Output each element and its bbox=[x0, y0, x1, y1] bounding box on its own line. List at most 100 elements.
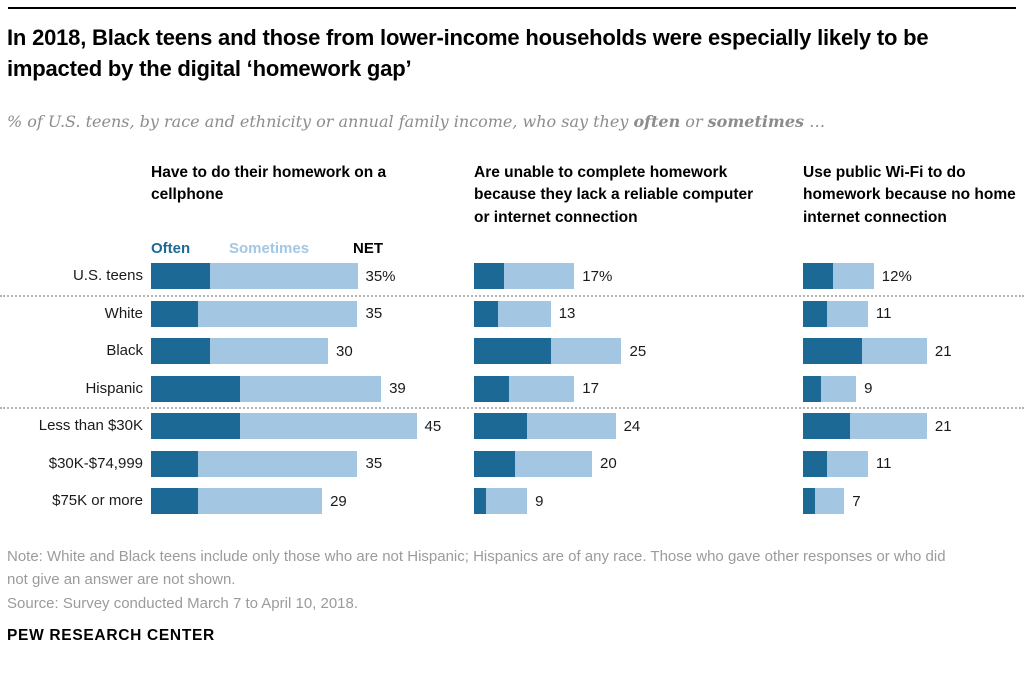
bar-net-value: 17% bbox=[582, 267, 613, 285]
subtitle-text: % of U.S. teens, by race and ethnicity o… bbox=[7, 112, 634, 131]
bar-segment-often bbox=[474, 413, 528, 439]
stacked-bar: 12% bbox=[803, 263, 912, 289]
bar-net-value: 35% bbox=[365, 267, 396, 285]
bar-net-value: 9 bbox=[535, 492, 544, 510]
stacked-bar: 20 bbox=[474, 450, 617, 477]
bar-segment-often bbox=[151, 338, 210, 364]
chart-row: White 35 13 11 bbox=[0, 300, 1024, 327]
top-rule bbox=[8, 7, 1016, 9]
panel-header-unable-to-complete: Are unable to complete homework because … bbox=[474, 164, 754, 226]
bar-segment-often bbox=[474, 263, 504, 289]
row-label: U.S. teens bbox=[72, 267, 143, 284]
row-label: Black bbox=[106, 342, 143, 359]
chart-row: Hispanic 39 17 9 bbox=[0, 375, 1024, 402]
bar-segment-sometimes bbox=[239, 413, 417, 439]
bar-segment-often bbox=[803, 338, 862, 364]
legend-often-label: Often bbox=[151, 240, 191, 257]
bar-segment-sometimes bbox=[497, 300, 551, 327]
bar-segment-often bbox=[803, 488, 815, 514]
stacked-bar: 17% bbox=[474, 263, 612, 289]
bar-segment-often bbox=[803, 375, 821, 402]
stacked-bar: 17 bbox=[474, 375, 599, 402]
legend: Often Sometimes NET bbox=[0, 240, 1024, 258]
bar-segment-sometimes bbox=[814, 488, 845, 514]
source-text: Source: Survey conducted March 7 to Apri… bbox=[7, 595, 359, 612]
chart-row: Less than $30K 45 24 21 bbox=[0, 413, 1024, 439]
bar-segment-sometimes bbox=[826, 300, 868, 327]
row-label: Less than $30K bbox=[38, 417, 143, 434]
row-label: $75K or more bbox=[52, 492, 143, 509]
bar-segment-often bbox=[474, 300, 498, 327]
row-label: Hispanic bbox=[85, 379, 143, 397]
bar-segment-often bbox=[151, 263, 210, 289]
bar-segment-sometimes bbox=[198, 300, 358, 327]
bar-segment-sometimes bbox=[210, 263, 358, 289]
bar-segment-sometimes bbox=[826, 450, 868, 477]
group-separator-income bbox=[0, 407, 1024, 409]
bar-segment-sometimes bbox=[509, 375, 575, 402]
chart-row: $75K or more 29 9 7 bbox=[0, 488, 1024, 514]
bar-segment-sometimes bbox=[820, 375, 857, 402]
bar-segment-sometimes bbox=[198, 450, 358, 477]
bar-net-value: 30 bbox=[336, 342, 353, 360]
bar-net-value: 24 bbox=[623, 417, 641, 435]
note-text: Note: White and Black teens include only… bbox=[7, 548, 946, 589]
bar-net-value: 13 bbox=[558, 305, 576, 322]
bar-net-value: 7 bbox=[852, 492, 861, 510]
pew-research-center-wordmark: PEW RESEARCH CENTER bbox=[7, 627, 215, 644]
stacked-bar: 29 bbox=[151, 488, 347, 514]
bar-segment-often bbox=[151, 300, 199, 327]
legend-net-label: NET bbox=[353, 240, 383, 257]
bar-net-value: 21 bbox=[934, 342, 952, 360]
bar-segment-sometimes bbox=[485, 488, 528, 514]
subtitle-bold-sometimes: sometimes bbox=[707, 112, 805, 131]
bar-net-value: 29 bbox=[330, 492, 347, 510]
group-separator-race bbox=[0, 295, 1024, 297]
bar-net-value: 35 bbox=[365, 305, 383, 322]
bar-segment-sometimes bbox=[239, 375, 382, 402]
bar-segment-often bbox=[151, 450, 199, 477]
bar-segment-sometimes bbox=[210, 338, 328, 364]
subtitle-text: or bbox=[680, 112, 708, 131]
bar-segment-sometimes bbox=[550, 338, 622, 364]
bar-net-value: 21 bbox=[934, 417, 952, 435]
bar-net-value: 20 bbox=[599, 455, 617, 472]
bar-net-value: 9 bbox=[864, 380, 873, 397]
bar-segment-often bbox=[151, 375, 240, 402]
bar-net-value: 11 bbox=[875, 305, 892, 322]
bar-net-value: 35 bbox=[365, 455, 383, 472]
bar-segment-often bbox=[474, 375, 510, 402]
stacked-bar: 11 bbox=[803, 450, 892, 477]
stacked-bar: 13 bbox=[474, 300, 576, 327]
stacked-bar: 45 bbox=[151, 413, 441, 439]
bar-segment-sometimes bbox=[503, 263, 575, 289]
stacked-bar: 30 bbox=[151, 338, 353, 364]
stacked-bar: 25 bbox=[474, 338, 646, 364]
stacked-bar: 7 bbox=[803, 488, 861, 514]
stacked-bar: 35% bbox=[151, 263, 396, 289]
bar-net-value: 17 bbox=[582, 380, 599, 397]
subtitle-bold-often: often bbox=[633, 112, 681, 131]
stacked-bar: 35 bbox=[151, 450, 383, 477]
panel-header-cellphone: Have to do their homework on a cellphone bbox=[151, 164, 387, 204]
bar-segment-often bbox=[474, 450, 516, 477]
stacked-bar: 24 bbox=[474, 413, 640, 439]
row-label: $30K-$74,999 bbox=[48, 454, 143, 472]
stacked-bar: 21 bbox=[803, 338, 952, 364]
chart-title: In 2018, Black teens and those from lowe… bbox=[7, 25, 929, 82]
chart-row: $30K-$74,999 35 20 11 bbox=[0, 450, 1024, 477]
panel-header-public-wifi: Use public Wi-Fi to do homework because … bbox=[803, 164, 1016, 226]
bar-segment-often bbox=[474, 488, 486, 514]
bar-segment-often bbox=[151, 488, 199, 514]
bar-segment-often bbox=[803, 450, 827, 477]
bar-segment-often bbox=[803, 413, 851, 439]
subtitle-text: … bbox=[804, 112, 826, 131]
stacked-bar: 9 bbox=[803, 375, 873, 402]
bar-segment-sometimes bbox=[515, 450, 592, 477]
row-label: White bbox=[104, 304, 143, 322]
bar-segment-often bbox=[803, 263, 833, 289]
bar-segment-sometimes bbox=[862, 338, 927, 364]
bar-net-value: 11 bbox=[875, 455, 892, 472]
chart-subtitle: % of U.S. teens, by race and ethnicity o… bbox=[7, 112, 1021, 131]
